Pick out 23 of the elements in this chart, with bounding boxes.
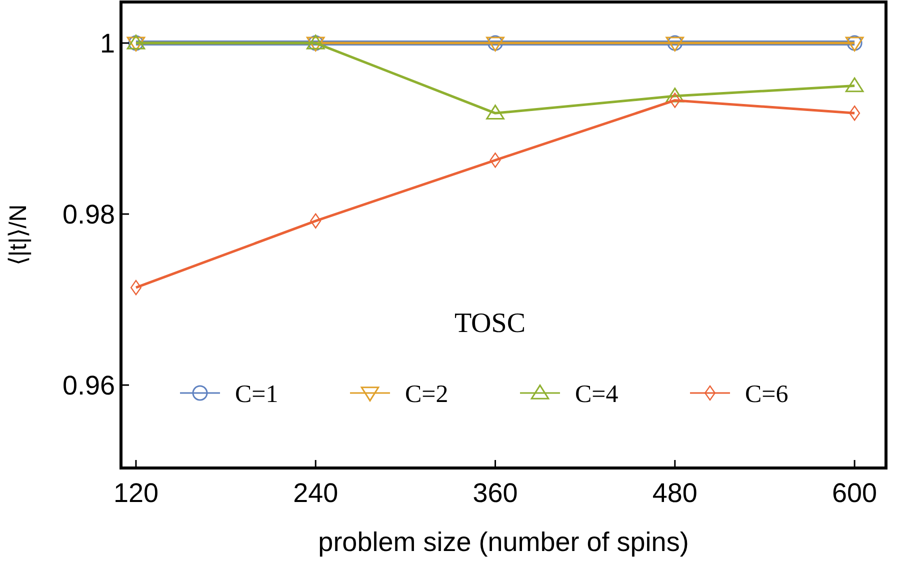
point [666, 88, 684, 102]
y-tick-label: 0.98 [62, 200, 115, 230]
point [486, 104, 504, 120]
y-tick-label: 1 [100, 28, 115, 58]
x-tick-label: 600 [832, 478, 878, 508]
point [849, 106, 860, 121]
legend-label: C=1 [235, 380, 278, 408]
legend-label: C=4 [575, 380, 619, 408]
point [845, 77, 864, 92]
annotation: TOSC [454, 308, 526, 339]
y-tick-label: 0.96 [62, 370, 115, 401]
x-tick-label: 360 [472, 478, 518, 508]
point [669, 92, 680, 108]
legend-label: C=2 [405, 380, 448, 408]
point [310, 213, 322, 228]
x-tick-label: 120 [113, 478, 158, 508]
legend-label: C=6 [745, 380, 788, 408]
x-tick-label: 240 [293, 478, 338, 508]
point [490, 152, 501, 168]
x-tick-label: 480 [652, 478, 698, 508]
point [130, 280, 142, 296]
x-axis-title: problem size (number of spins) [318, 527, 689, 557]
y-axis-title: ⟨|t|⟩/N [5, 204, 32, 266]
